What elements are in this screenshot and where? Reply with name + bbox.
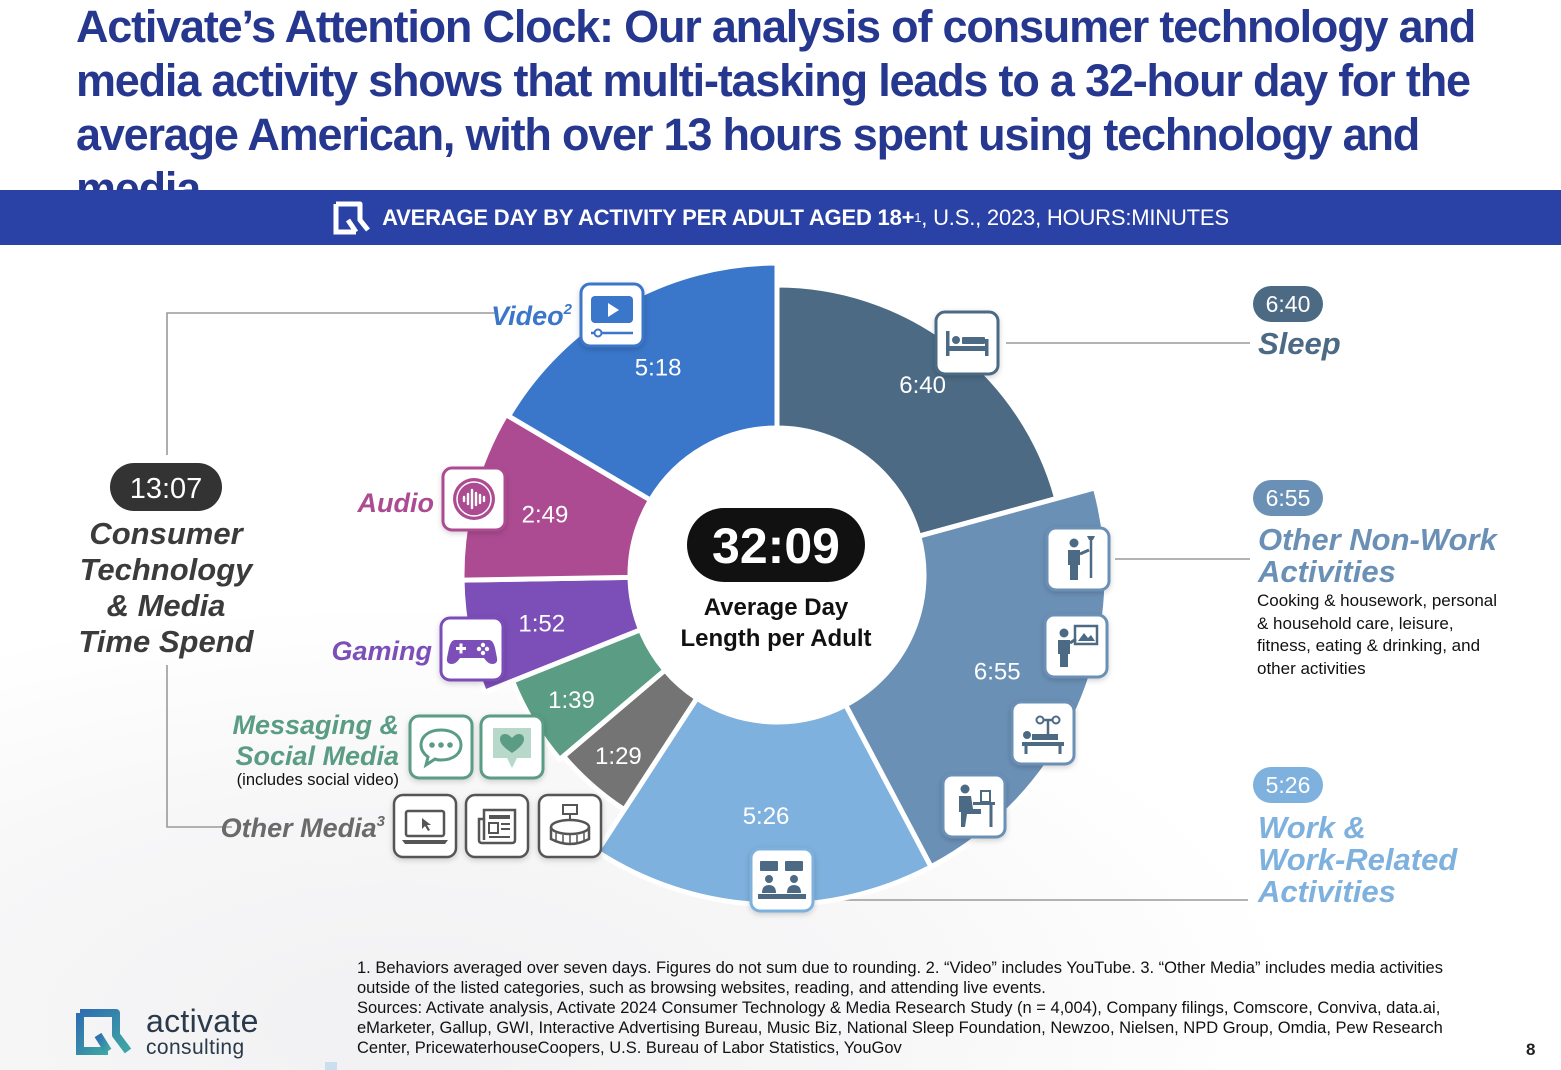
banner-bold: AVERAGE DAY BY ACTIVITY PER ADULT AGED 1… bbox=[382, 204, 915, 230]
nonwork-value-pill bbox=[1253, 480, 1323, 516]
work-callout-line3: Activities bbox=[1257, 874, 1396, 909]
slice-label-gaming: 1:52 bbox=[518, 610, 565, 637]
activate-consulting-logo: activate consulting bbox=[74, 1005, 259, 1059]
meeting-icon bbox=[749, 847, 815, 913]
nonwork-desc-line2: & household care, leisure, bbox=[1257, 614, 1454, 633]
footnote-sources: Sources: Activate analysis, Activate 202… bbox=[357, 999, 1443, 1057]
othermedia-callout: Other Media3 bbox=[221, 813, 386, 843]
person-desk-icon bbox=[941, 773, 1007, 839]
footnote-notes: 1. Behaviors averaged over seven days. F… bbox=[357, 959, 1443, 997]
media-total-line3: & Media bbox=[107, 588, 226, 623]
nonwork-value: 6:55 bbox=[1266, 485, 1311, 511]
title-line-1: Activate’s Attention Clock: Our analysis… bbox=[76, 1, 1476, 52]
slice-label-work: 5:26 bbox=[743, 803, 790, 830]
messaging-callout-line2: Social Media bbox=[235, 741, 399, 771]
sleep-callout: Sleep bbox=[1258, 326, 1341, 361]
video-callout-sup: 2 bbox=[563, 301, 573, 318]
work-value-pill bbox=[1253, 767, 1323, 803]
slice-label-audio: 2:49 bbox=[522, 502, 569, 529]
messaging-callout-line1: Messaging & bbox=[232, 710, 399, 740]
slice-value-labels: 6:40 6:55 5:26 1:29 1:39 1:52 2:49 5:18 bbox=[518, 355, 1020, 830]
person-mop-icon bbox=[1045, 526, 1111, 592]
media-total-label: Consumer Technology & Media Time Spend bbox=[78, 516, 254, 659]
nonwork-desc-line1: Cooking & housework, personal bbox=[1257, 591, 1497, 610]
title-line-2: media activity shows that multi-tasking … bbox=[76, 55, 1471, 106]
sleep-value-pill bbox=[1253, 286, 1323, 322]
slice-label-sleep: 6:40 bbox=[899, 372, 946, 399]
stadium-icon bbox=[537, 793, 603, 859]
audio-wave-icon bbox=[441, 466, 507, 532]
work-callout-line2: Work-Related bbox=[1258, 842, 1458, 877]
donut-slices bbox=[459, 260, 1110, 908]
activate-brand-icon bbox=[76, 1009, 132, 1055]
chat-bubble-icon bbox=[408, 714, 474, 780]
othermedia-callout-text: Other Media bbox=[221, 813, 377, 843]
banner-sup: 1 bbox=[914, 210, 922, 225]
connector-lines bbox=[166, 312, 1250, 901]
gamepad-icon bbox=[439, 616, 505, 682]
brand-word-activate: activate bbox=[146, 1003, 259, 1039]
video-callout-text: Video bbox=[491, 301, 564, 331]
video-callout: Video2 bbox=[491, 301, 573, 331]
media-total-pill bbox=[110, 463, 222, 511]
banner-rest: , U.S., 2023, HOURS:MINUTES bbox=[921, 204, 1229, 230]
slice-label-nonwork: 6:55 bbox=[974, 658, 1021, 685]
media-total-line1: Consumer bbox=[89, 516, 244, 551]
center-value-pill bbox=[687, 508, 865, 582]
slice-label-messaging: 1:39 bbox=[548, 687, 595, 714]
work-value: 5:26 bbox=[1266, 772, 1311, 798]
center-value: 32:09 bbox=[712, 518, 840, 574]
person-exercise-icon bbox=[1010, 700, 1076, 766]
newspaper-icon bbox=[464, 793, 530, 859]
media-total-value: 13:07 bbox=[130, 473, 203, 505]
audio-callout: Audio bbox=[357, 488, 434, 518]
center-label-line1: Average Day bbox=[704, 594, 849, 621]
center-label-line2: Length per Adult bbox=[680, 625, 871, 652]
media-total-line2: Technology bbox=[80, 552, 255, 587]
left-bracket-bottom bbox=[166, 665, 232, 828]
play-video-icon bbox=[579, 282, 645, 348]
person-painting-icon bbox=[1043, 613, 1109, 679]
messaging-callout-note: (includes social video) bbox=[237, 771, 399, 789]
slice-label-othermedia: 1:29 bbox=[595, 743, 642, 770]
decorative-bar bbox=[325, 1062, 337, 1070]
nonwork-desc-line3: fitness, eating & drinking, and bbox=[1257, 636, 1480, 655]
footnotes: 1. Behaviors averaged over seven days. F… bbox=[357, 958, 1447, 1058]
sleep-value: 6:40 bbox=[1266, 291, 1311, 317]
heart-message-icon bbox=[479, 714, 545, 780]
nonwork-desc-line4: other activities bbox=[1257, 659, 1366, 678]
nonwork-callout-line2: Activities bbox=[1257, 554, 1396, 589]
gaming-callout: Gaming bbox=[331, 636, 432, 666]
activate-logo-icon bbox=[333, 201, 371, 234]
othermedia-callout-sup: 3 bbox=[377, 813, 386, 830]
media-total-line4: Time Spend bbox=[78, 624, 254, 659]
chart-subtitle-banner: AVERAGE DAY BY ACTIVITY PER ADULT AGED 1… bbox=[0, 190, 1561, 245]
work-callout-line1: Work & bbox=[1258, 810, 1366, 845]
nonwork-callout-line1: Other Non-Work bbox=[1258, 522, 1499, 557]
brand-word-consulting: consulting bbox=[146, 1036, 245, 1059]
bed-icon bbox=[934, 310, 1000, 376]
left-bracket-top bbox=[166, 312, 497, 455]
page-number: 8 bbox=[1526, 1040, 1536, 1059]
slice-label-video: 5:18 bbox=[635, 355, 682, 382]
laptop-cursor-icon bbox=[392, 793, 458, 859]
